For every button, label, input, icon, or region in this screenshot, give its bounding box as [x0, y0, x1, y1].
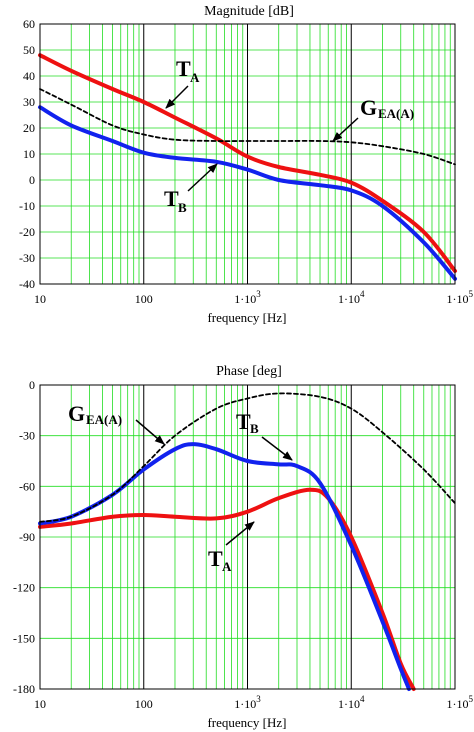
phase-y-tick-label: -150 — [13, 631, 35, 645]
magnitude-series-line-t-a — [38, 53, 457, 273]
magnitude-x-tick-label: 10 — [34, 292, 46, 306]
phase-y-tick-label: -120 — [13, 581, 35, 595]
annotation-ta-arrow — [225, 521, 255, 546]
phase-annotation-tb: T B — [236, 409, 293, 461]
magnitude-y-tick-label: -30 — [19, 251, 35, 265]
magnitude-y-tick-label: 40 — [23, 69, 35, 83]
magnitude-annotation-gea: G EA(A) — [332, 95, 414, 142]
magnitude-annotation-tb: T B — [164, 163, 218, 215]
annotation-gea-main: G — [360, 95, 377, 120]
phase-y-tick-labels: 0 -30 -60 -90 -120 -150 -180 — [13, 378, 35, 696]
magnitude-y-tick-labels: 60 50 40 30 20 10 0 -10 -20 -30 -40 — [19, 17, 35, 291]
magnitude-x-tick-label: 1·104 — [338, 289, 365, 306]
magnitude-y-tick-label: 50 — [23, 43, 35, 57]
annotation-tb-main: T — [236, 409, 251, 434]
phase-plot-frame — [39, 384, 456, 690]
annotation-tb-arrow — [187, 163, 218, 192]
phase-series-line-g-ea-a — [39, 392, 456, 523]
magnitude-y-tick-label: 10 — [23, 147, 35, 161]
phase-y-tick-label: -180 — [13, 682, 35, 696]
magnitude-plot-frame — [39, 23, 456, 285]
annotation-tb-sub: B — [178, 200, 187, 215]
magnitude-title: Magnitude [dB] — [204, 4, 294, 19]
phase-title: Phase [deg] — [216, 364, 282, 379]
annotation-gea-main: G — [68, 401, 85, 426]
phase-x-tick-labels: 10 100 1·103 1·104 1·105 — [34, 694, 474, 711]
magnitude-series — [38, 53, 457, 281]
phase-series-line-t-a — [38, 487, 416, 691]
annotation-ta-main: T — [176, 56, 191, 81]
magnitude-x-axis-label: frequency [Hz] — [207, 310, 286, 325]
annotation-gea-arrow — [135, 419, 165, 445]
annotation-ta-arrow — [165, 85, 189, 109]
magnitude-chart: Magnitude [dB] 6050403020100-10-20-30-40… — [19, 4, 474, 325]
phase-y-tick-label: -60 — [19, 479, 35, 493]
annotation-ta-main: T — [208, 546, 223, 571]
phase-annotation-ta: T A — [208, 521, 255, 574]
annotation-tb-arrow — [261, 436, 293, 461]
magnitude-x-tick-label: 1·103 — [234, 289, 261, 306]
magnitude-y-tick-label: 60 — [23, 17, 35, 31]
phase-x-tick-label: 1·103 — [234, 694, 261, 711]
phase-chart: Phase [deg] 0 -30 -60 -90 -120 -150 -180 10 100… — [13, 364, 474, 730]
magnitude-y-tick-label: -20 — [19, 225, 35, 239]
magnitude-y-tick-label: 30 — [23, 95, 35, 109]
phase-grid — [39, 384, 456, 690]
annotation-gea-arrow — [332, 117, 359, 142]
phase-x-tick-label: 1·104 — [338, 694, 365, 711]
phase-x-tick-label: 10 — [34, 697, 46, 711]
annotation-ta-sub: A — [190, 70, 200, 85]
phase-annotation-gea: G EA(A) — [68, 401, 165, 445]
phase-y-tick-label: -30 — [19, 429, 35, 443]
annotation-tb-sub: B — [250, 421, 259, 436]
annotation-tb-main: T — [164, 186, 179, 211]
phase-y-tick-label: 0 — [29, 378, 35, 392]
magnitude-y-tick-label: -10 — [19, 199, 35, 213]
magnitude-x-tick-label: 100 — [135, 292, 153, 306]
magnitude-x-tick-labels: 10 100 1·103 1·104 1·105 — [34, 289, 474, 306]
magnitude-series-line-g-ea-a — [39, 88, 456, 166]
phase-y-tick-label: -90 — [19, 530, 35, 544]
magnitude-annotation-ta: T A — [165, 56, 200, 109]
phase-x-axis-label: frequency [Hz] — [207, 715, 286, 730]
phase-series — [38, 392, 456, 691]
magnitude-series-line-t-b — [38, 105, 457, 281]
annotation-gea-sub: EA(A) — [378, 106, 414, 121]
magnitude-y-tick-label: 0 — [29, 173, 35, 187]
phase-x-tick-label: 1·105 — [447, 694, 474, 711]
magnitude-y-tick-label: 20 — [23, 121, 35, 135]
annotation-ta-sub: A — [222, 559, 232, 574]
phase-x-tick-label: 100 — [135, 697, 153, 711]
magnitude-y-tick-label: -40 — [19, 277, 35, 291]
magnitude-x-tick-label: 1·105 — [447, 289, 474, 306]
annotation-gea-sub: EA(A) — [86, 412, 122, 427]
